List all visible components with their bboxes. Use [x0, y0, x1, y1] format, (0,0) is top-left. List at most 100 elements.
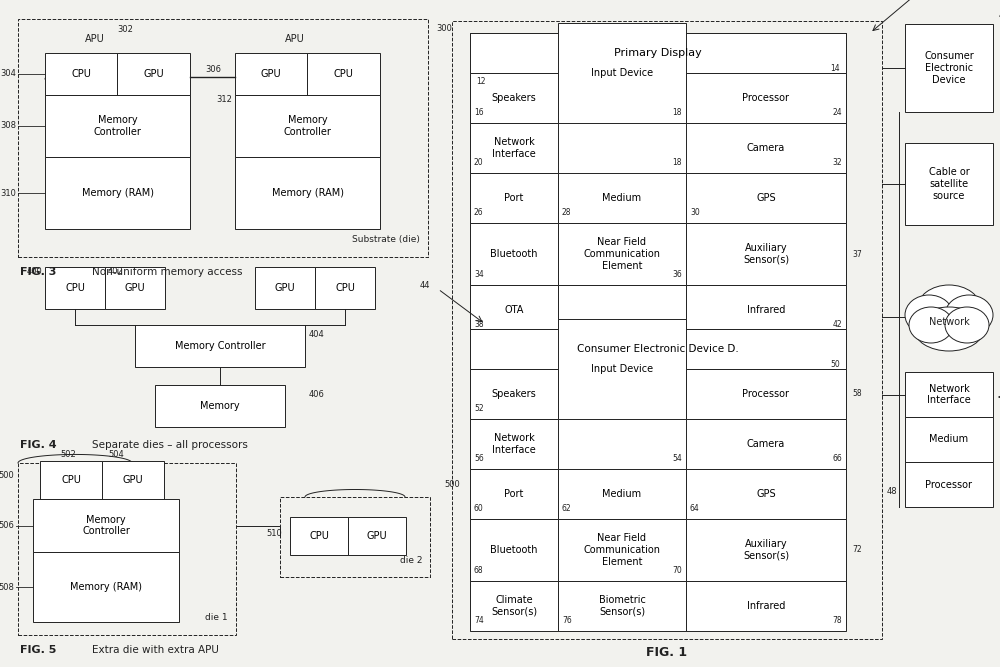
Text: OTA: OTA	[504, 305, 524, 315]
FancyBboxPatch shape	[40, 461, 102, 499]
FancyBboxPatch shape	[905, 24, 993, 112]
Text: CPU: CPU	[61, 475, 81, 485]
Text: Network
Interface: Network Interface	[492, 137, 536, 159]
Text: Auxiliary
Sensor(s): Auxiliary Sensor(s)	[743, 243, 789, 265]
Text: 500: 500	[0, 471, 14, 480]
FancyBboxPatch shape	[45, 53, 117, 95]
Text: FIG. 3: FIG. 3	[20, 267, 56, 277]
Text: 300: 300	[436, 24, 452, 33]
Text: 62: 62	[562, 504, 572, 513]
Text: Primary Display: Primary Display	[614, 48, 702, 58]
Text: 44: 44	[419, 281, 430, 289]
Text: Memory (RAM): Memory (RAM)	[272, 188, 344, 198]
Text: Bluetooth: Bluetooth	[490, 249, 538, 259]
Text: 16: 16	[474, 108, 484, 117]
Text: 36: 36	[672, 270, 682, 279]
Text: GPU: GPU	[261, 69, 281, 79]
Text: 406: 406	[309, 390, 325, 399]
Text: 37: 37	[852, 249, 862, 259]
FancyBboxPatch shape	[470, 173, 558, 223]
Text: Memory
Controller: Memory Controller	[94, 115, 141, 137]
FancyBboxPatch shape	[33, 552, 179, 622]
FancyBboxPatch shape	[470, 519, 558, 581]
Text: Memory Controller: Memory Controller	[175, 341, 265, 351]
FancyBboxPatch shape	[255, 267, 315, 309]
Text: Camera: Camera	[747, 143, 785, 153]
Text: die 2: die 2	[400, 556, 422, 565]
Text: 58: 58	[852, 390, 862, 398]
FancyBboxPatch shape	[290, 517, 348, 555]
Text: 70: 70	[672, 566, 682, 575]
FancyBboxPatch shape	[558, 469, 686, 519]
FancyBboxPatch shape	[470, 223, 558, 285]
Text: 508: 508	[0, 582, 14, 592]
Text: Bluetooth: Bluetooth	[490, 545, 538, 555]
FancyBboxPatch shape	[117, 53, 190, 95]
Text: Infrared: Infrared	[747, 305, 785, 315]
Text: GPU: GPU	[125, 283, 145, 293]
Text: 42: 42	[832, 320, 842, 329]
FancyBboxPatch shape	[102, 461, 164, 499]
Text: 50: 50	[830, 360, 840, 369]
FancyBboxPatch shape	[135, 325, 305, 367]
Text: 24: 24	[832, 108, 842, 117]
Text: APU: APU	[285, 34, 305, 44]
FancyBboxPatch shape	[686, 419, 846, 469]
Ellipse shape	[917, 285, 981, 333]
Text: 76: 76	[562, 616, 572, 625]
Text: 56: 56	[474, 454, 484, 463]
Text: 306: 306	[205, 65, 221, 73]
Text: Biometric
Sensor(s): Biometric Sensor(s)	[599, 595, 645, 617]
Text: Processor: Processor	[742, 389, 789, 399]
Text: 72: 72	[852, 546, 862, 554]
Text: 60: 60	[474, 504, 484, 513]
FancyBboxPatch shape	[470, 33, 846, 73]
FancyBboxPatch shape	[45, 95, 190, 157]
Text: 18: 18	[672, 158, 682, 167]
FancyBboxPatch shape	[235, 157, 380, 229]
Text: Climate
Sensor(s): Climate Sensor(s)	[491, 595, 537, 617]
Text: Separate dies – all processors: Separate dies – all processors	[92, 440, 248, 450]
Text: Speakers: Speakers	[492, 389, 536, 399]
Text: 404: 404	[309, 330, 325, 339]
Text: 30: 30	[690, 208, 700, 217]
Text: 52: 52	[474, 404, 484, 413]
Text: 302: 302	[117, 25, 133, 33]
Text: FIG. 1: FIG. 1	[646, 646, 688, 660]
Ellipse shape	[945, 307, 989, 343]
FancyBboxPatch shape	[470, 581, 558, 631]
Text: 28: 28	[562, 208, 571, 217]
FancyBboxPatch shape	[348, 517, 406, 555]
Text: 68: 68	[474, 566, 484, 575]
Text: GPS: GPS	[756, 193, 776, 203]
FancyBboxPatch shape	[905, 372, 993, 417]
Text: FIG. 5: FIG. 5	[20, 645, 56, 655]
Ellipse shape	[945, 295, 993, 335]
Text: Memory: Memory	[200, 401, 240, 411]
FancyBboxPatch shape	[905, 417, 993, 462]
Text: CPU: CPU	[71, 69, 91, 79]
Ellipse shape	[905, 295, 953, 335]
Ellipse shape	[914, 307, 984, 351]
Text: 48: 48	[886, 488, 897, 496]
Text: Input Device: Input Device	[591, 68, 653, 78]
Ellipse shape	[909, 307, 953, 343]
FancyBboxPatch shape	[470, 329, 846, 369]
Text: Medium: Medium	[602, 193, 642, 203]
FancyBboxPatch shape	[235, 95, 380, 157]
FancyBboxPatch shape	[686, 469, 846, 519]
Text: Near Field
Communication
Element: Near Field Communication Element	[583, 237, 660, 271]
Text: 18: 18	[672, 108, 682, 117]
Text: 78: 78	[832, 616, 842, 625]
Text: FIG. 4: FIG. 4	[20, 440, 57, 450]
Text: GPU: GPU	[143, 69, 164, 79]
Text: Input Device: Input Device	[591, 364, 653, 374]
Text: Non-uniform memory access: Non-uniform memory access	[92, 267, 242, 277]
Text: Near Field
Communication
Element: Near Field Communication Element	[583, 534, 660, 566]
FancyBboxPatch shape	[470, 123, 558, 173]
Text: CPU: CPU	[334, 69, 353, 79]
Text: 74: 74	[474, 616, 484, 625]
FancyBboxPatch shape	[558, 23, 686, 123]
FancyBboxPatch shape	[558, 319, 686, 419]
Text: Camera: Camera	[747, 439, 785, 449]
